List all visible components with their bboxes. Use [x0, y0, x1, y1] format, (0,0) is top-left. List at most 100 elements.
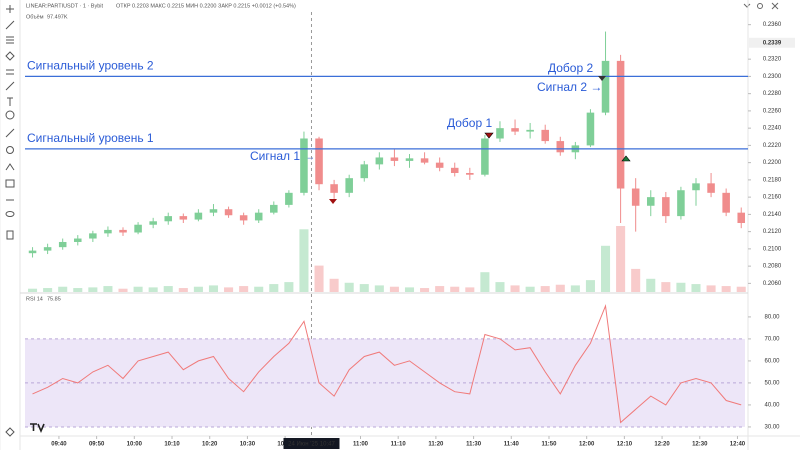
candle-body — [707, 183, 715, 193]
candle-body — [466, 172, 474, 175]
left-toolbar — [0, 0, 21, 450]
emoji-tool[interactable] — [5, 110, 15, 120]
tv-logo — [30, 423, 45, 434]
volume-bar — [420, 288, 430, 292]
candle-body — [435, 162, 444, 168]
close-icon[interactable] — [771, 2, 779, 10]
candle-body — [405, 158, 414, 161]
eye-tool[interactable] — [5, 211, 15, 217]
trash-tool[interactable] — [6, 230, 14, 240]
volume-bar — [359, 284, 369, 292]
volume-bar — [103, 286, 113, 292]
y-tick-label: 60.00 — [764, 358, 780, 364]
y-tick-label: 0.2220 — [763, 143, 782, 149]
add-marker — [484, 132, 494, 139]
volume-bar — [465, 287, 475, 292]
zoom-tool[interactable] — [6, 146, 14, 154]
annotation: Добор 1 — [447, 116, 492, 130]
layers-tool[interactable] — [5, 427, 15, 437]
volume-bar — [435, 286, 445, 292]
candle-body — [481, 138, 489, 175]
candle-body — [556, 141, 565, 153]
trend-tool[interactable] — [5, 20, 15, 30]
candle-body — [149, 221, 157, 225]
volume-bar — [43, 288, 53, 292]
volume-bar — [163, 286, 173, 292]
measure-tool[interactable] — [6, 69, 14, 75]
candle-body — [360, 164, 369, 179]
candle-body — [420, 158, 429, 163]
x-tick-label: 11:10 — [391, 442, 407, 448]
x-tick-label: 11:40 — [504, 442, 520, 448]
crosshair-tool[interactable] — [6, 5, 14, 13]
volume-bar — [88, 287, 98, 292]
volume-bar — [736, 286, 746, 292]
lock-tool[interactable] — [5, 179, 15, 188]
settings-icon[interactable] — [757, 3, 763, 9]
y-tick-label: 40.00 — [764, 403, 780, 409]
exit-marker — [621, 155, 631, 162]
candle-body — [58, 241, 67, 248]
candle-body — [631, 188, 640, 206]
y-tick-label: 0.2060 — [763, 281, 782, 287]
pattern-tool[interactable] — [5, 51, 15, 61]
volume-bar — [510, 285, 520, 292]
candle-body — [390, 157, 399, 161]
ohlc-readout: ОТКР 0.2203 МАКС 0.2215 МИН 0.2200 ЗАКР … — [116, 3, 296, 9]
x-tick-label: 12:40 — [730, 442, 746, 448]
volume-bar — [148, 287, 158, 292]
volume-bar — [133, 286, 143, 292]
text-tool[interactable] — [7, 97, 13, 106]
candle-body — [28, 250, 37, 254]
y-tick-label: 80.00 — [764, 314, 780, 320]
x-tick-label: 10:00 — [127, 442, 143, 448]
volume-bar — [269, 284, 279, 292]
volume-bar — [344, 282, 354, 292]
candle-body — [345, 178, 353, 193]
volume-bar — [540, 286, 550, 292]
sell-marker — [329, 199, 337, 204]
fib-tool[interactable] — [6, 36, 14, 44]
y-tick-label: 0.2260 — [763, 108, 782, 114]
brush-tool[interactable] — [5, 81, 15, 91]
x-tick-label: 12:20 — [654, 442, 670, 448]
candle-body — [692, 183, 700, 191]
y-tick-label: 0.2300 — [763, 74, 782, 80]
candle-body — [254, 212, 263, 221]
candle-body — [179, 216, 188, 220]
rsi-line — [32, 303, 742, 424]
x-tick-label: 11:30 — [466, 442, 482, 448]
candle-body — [541, 129, 549, 142]
x-tick-label: 11:00 — [353, 442, 369, 448]
volume-bar — [224, 287, 234, 292]
candle-body — [646, 197, 655, 206]
symbol: LINEAR:PARTIUSDT · 1 · Bybit — [26, 3, 103, 9]
x-tick-label: 09:50 — [89, 442, 105, 448]
y-tick-label: 50.00 — [764, 381, 780, 387]
candle-body — [616, 60, 625, 189]
volume-bar — [239, 286, 249, 292]
last-price-tag — [749, 37, 795, 48]
candle-body — [285, 192, 293, 205]
y-tick-label: 30.00 — [764, 425, 780, 431]
candle-body — [601, 60, 610, 113]
x-tick-label: 09:40 — [51, 442, 67, 448]
x-tick-label: 10:30 — [240, 442, 256, 448]
volume-bar — [58, 286, 68, 292]
last-price-label: 0.2339 — [763, 40, 782, 46]
volume-bar — [601, 245, 611, 292]
top-right-icons — [743, 2, 779, 10]
collapse-icon[interactable] — [743, 3, 751, 8]
volume-bar — [389, 286, 399, 292]
volume-bar — [178, 288, 188, 292]
volume-bar — [661, 282, 671, 292]
candle-body — [586, 112, 595, 146]
magnet-tool[interactable] — [5, 163, 15, 171]
volume-bar — [193, 286, 203, 292]
signal-level-label: Сигнальный уровень 2 — [27, 59, 154, 73]
volume-bar — [314, 265, 324, 292]
y-tick-label: 0.2360 — [763, 22, 782, 28]
x-tick-label: 12:30 — [692, 442, 708, 448]
annotation: Добор 2 — [548, 61, 593, 75]
ruler-tool[interactable] — [5, 128, 15, 138]
